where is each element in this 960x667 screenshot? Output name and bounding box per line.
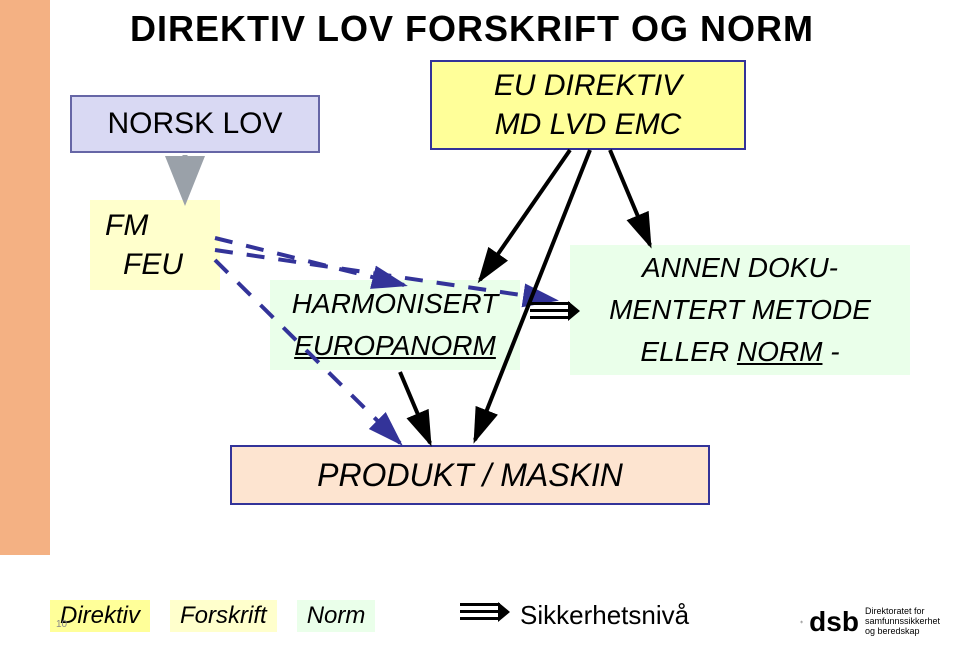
sikkerhetsniva-label: Sikkerhetsnivå bbox=[520, 600, 689, 631]
page-number: 10 bbox=[56, 619, 67, 630]
box-annen-metode: ANNEN DOKU- MENTERT METODE ELLER NORM - bbox=[570, 245, 910, 375]
annen-l3-pre: ELLER bbox=[640, 336, 737, 367]
dsb-text-l3: og beredskap bbox=[865, 627, 940, 637]
legend: Direktiv Forskrift Norm bbox=[50, 600, 375, 632]
triple-arrow-icon bbox=[460, 603, 500, 620]
box-norsk-lov: NORSK LOV bbox=[70, 95, 320, 153]
annen-line3: ELLER NORM - bbox=[640, 331, 839, 373]
annen-l3-post: - bbox=[822, 336, 839, 367]
page-title: DIREKTIV LOV FORSKRIFT OG NORM bbox=[130, 8, 814, 50]
norsk-lov-label: NORSK LOV bbox=[107, 107, 282, 141]
dsb-mark: dsb bbox=[809, 606, 859, 638]
eu-direktiv-line2: MD LVD EMC bbox=[495, 105, 682, 144]
dsb-star-icon bbox=[800, 611, 803, 633]
left-accent-bar bbox=[0, 0, 50, 555]
legend-norm: Norm bbox=[297, 600, 376, 632]
dsb-logo: dsb Direktoratet for samfunnssikkerhet o… bbox=[800, 597, 940, 647]
box-produkt-maskin: PRODUKT / MASKIN bbox=[230, 445, 710, 505]
dsb-text: Direktoratet for samfunnssikkerhet og be… bbox=[865, 607, 940, 637]
box-eu-direktiv: EU DIREKTIV MD LVD EMC bbox=[430, 60, 746, 150]
box-harmonisert-europanorm: HARMONISERT EUROPANORM bbox=[270, 280, 520, 370]
europanorm-label: EUROPANORM bbox=[294, 325, 496, 367]
annen-l3-norm: NORM bbox=[737, 336, 823, 367]
triple-arrow-icon bbox=[530, 302, 570, 319]
fm-label: FM bbox=[105, 206, 148, 245]
legend-forskrift: Forskrift bbox=[170, 600, 277, 632]
annen-line1: ANNEN DOKU- bbox=[642, 247, 838, 289]
annen-line2: MENTERT METODE bbox=[609, 289, 871, 331]
box-fm-feu: FM FEU bbox=[90, 200, 220, 290]
feu-label: FEU bbox=[105, 245, 183, 284]
harmonisert-label: HARMONISERT bbox=[292, 283, 498, 325]
produkt-label: PRODUKT / MASKIN bbox=[317, 457, 623, 494]
eu-direktiv-line1: EU DIREKTIV bbox=[494, 66, 682, 105]
